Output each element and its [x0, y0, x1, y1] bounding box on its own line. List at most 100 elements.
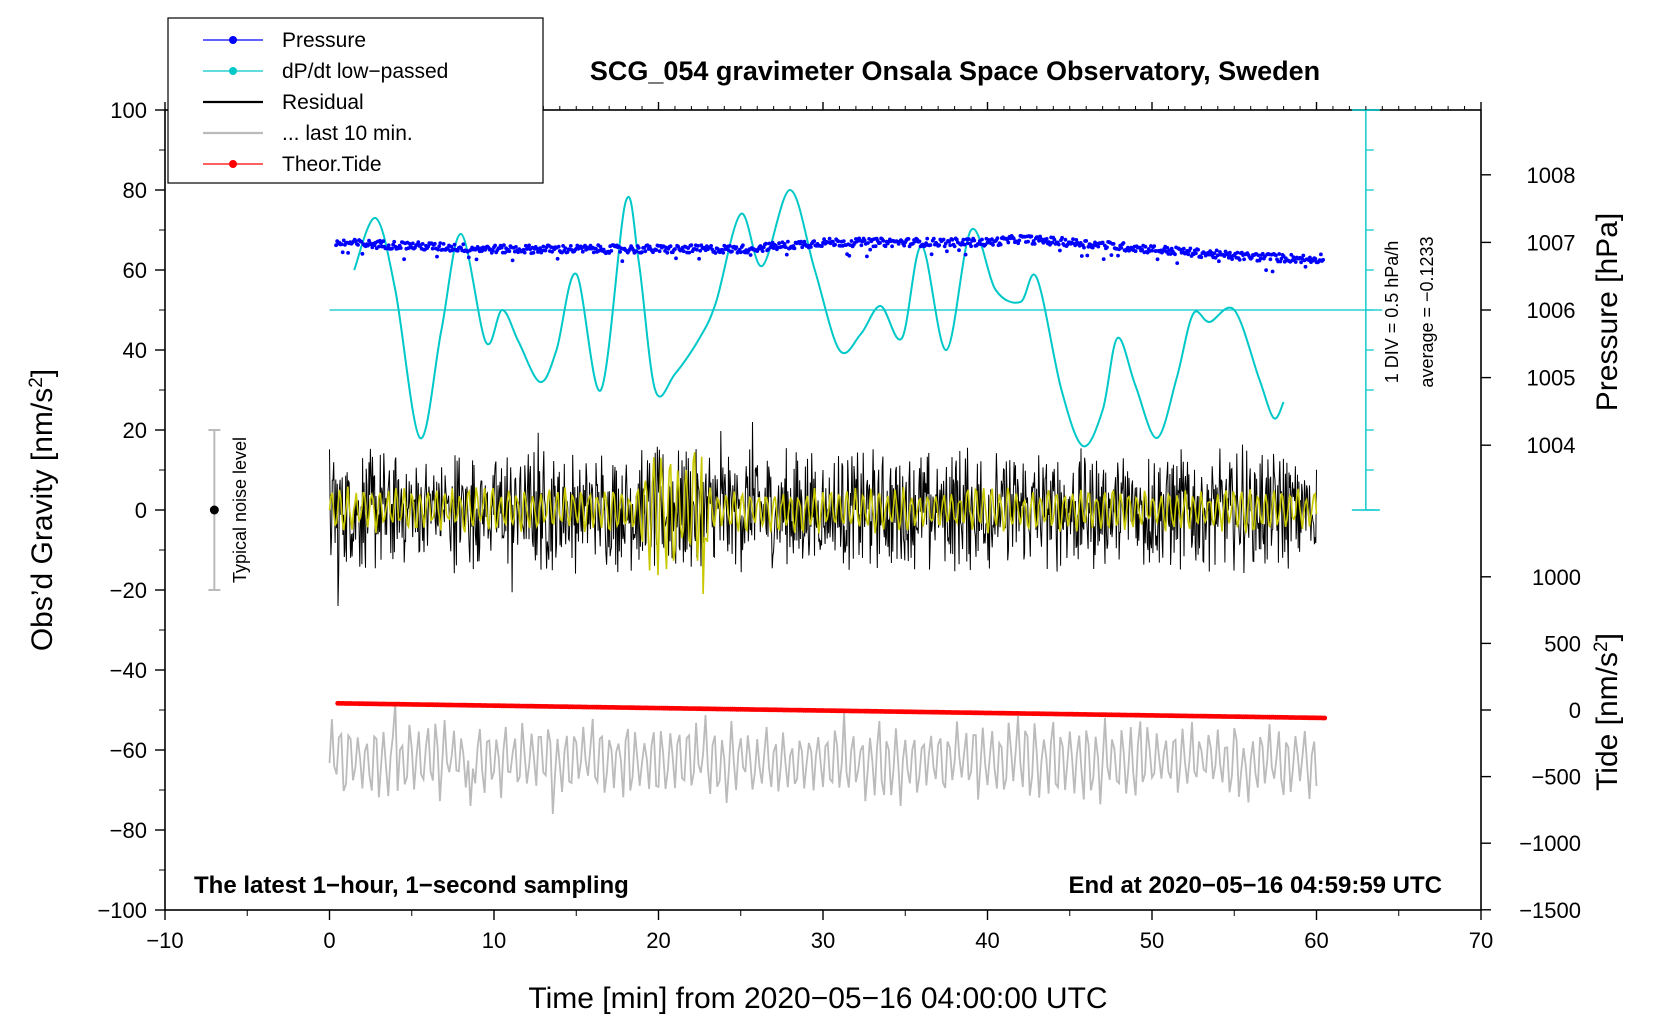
pressure-point [1301, 253, 1306, 258]
series-last10 [328, 701, 1318, 815]
pressure-point [689, 243, 694, 248]
pressure-point [620, 259, 625, 264]
pressure-point [697, 256, 701, 261]
pressure-point [398, 246, 403, 250]
pressure-point [917, 239, 922, 244]
pressure-point [1321, 257, 1325, 262]
pressure-point [436, 247, 440, 252]
pressure-point [609, 249, 614, 253]
x-tick-label: 10 [482, 928, 506, 953]
average-label: average = −0.1233 [1417, 236, 1437, 387]
legend-label-tide: Theor.Tide [282, 153, 382, 176]
pressure-point [1071, 237, 1075, 242]
pressure-point [865, 254, 869, 259]
pressure-point [1213, 255, 1218, 260]
pressure-point [420, 242, 425, 246]
pressure-point [522, 250, 527, 255]
pressure-point [782, 242, 787, 246]
x-tick-label: 70 [1469, 928, 1493, 953]
pressure-point [474, 257, 479, 262]
y-tick-label: −100 [97, 898, 147, 923]
chart-title: SCG_054 gravimeter Onsala Space Observat… [590, 56, 1320, 86]
y-axis-title-pressure: Pressure [hPa] [1591, 213, 1624, 411]
pressure-point [1100, 240, 1105, 245]
pressure-point [831, 239, 835, 244]
pressure-point [568, 244, 573, 248]
pressure-point [1277, 252, 1282, 256]
bottom-left-label: The latest 1−hour, 1−second sampling [194, 872, 629, 899]
pressure-point [1173, 252, 1177, 257]
pressure-point [674, 256, 678, 261]
pressure-point [709, 244, 713, 248]
pressure-point [727, 244, 732, 248]
pressure-point [580, 249, 585, 254]
series-pressure [334, 234, 1325, 274]
pressure-point [491, 248, 495, 253]
pressure-point [827, 236, 832, 241]
series-dpdt [353, 188, 1285, 448]
pressure-point [1228, 250, 1232, 255]
pressure-point [435, 254, 439, 259]
pressure-point [1237, 257, 1242, 262]
tide-tick-label: 1000 [1532, 565, 1581, 590]
pressure-point [686, 246, 690, 251]
pressure-point [665, 250, 670, 255]
pressure-point [1101, 257, 1106, 261]
pressure-point [1268, 257, 1273, 262]
y-tick-label: −20 [110, 578, 147, 603]
pressure-scale-label: 1 DIV = 0.5 hPa/h [1382, 241, 1402, 384]
pressure-point [943, 241, 948, 246]
pressure-point [767, 241, 772, 246]
legend-box [167, 17, 544, 184]
pressure-point [1235, 250, 1240, 255]
pressure-point [1319, 252, 1323, 257]
pressure-point [859, 243, 864, 248]
pressure-point [1256, 253, 1261, 258]
pressure-point [402, 257, 406, 262]
pressure-point [758, 244, 763, 248]
pressure-point [550, 249, 554, 254]
data-layer [208, 109, 1383, 815]
pressure-point [1085, 253, 1090, 258]
y-tick-label: −60 [110, 738, 147, 763]
pressure-point [1168, 252, 1173, 256]
pressure-point [1299, 260, 1303, 265]
pressure-point [1133, 249, 1138, 254]
pressure-point [836, 239, 841, 244]
x-tick-label: 50 [1140, 928, 1164, 953]
pressure-point [972, 238, 977, 243]
pressure-point [341, 238, 346, 243]
pressure-point [563, 246, 568, 251]
pressure-point [356, 243, 360, 247]
pressure-point [466, 255, 471, 260]
pressure-point [738, 250, 743, 255]
pressure-point [1079, 254, 1084, 258]
pressure-point [1212, 251, 1217, 256]
pressure-point [1032, 242, 1037, 246]
pressure-point [812, 239, 817, 244]
pressure-point [734, 245, 739, 250]
pressure-point [1119, 246, 1124, 250]
x-tick-label: 60 [1304, 928, 1328, 953]
pressure-point [881, 238, 886, 243]
pressure-point [947, 239, 951, 244]
pressure-point [906, 237, 911, 241]
x-tick-label: 30 [811, 928, 835, 953]
pressure-point [937, 243, 942, 248]
pressure-point [366, 243, 370, 248]
pressure-point [555, 256, 560, 261]
pressure-point [1121, 241, 1126, 245]
pressure-point [777, 241, 781, 246]
pressure-point [538, 246, 542, 251]
pressure-point [438, 241, 443, 246]
pressure-point [764, 241, 768, 246]
pressure-point [1058, 248, 1062, 253]
x-tick-label: 0 [323, 928, 335, 953]
pressure-point [957, 248, 961, 253]
bottom-right-label: End at 2020−05−16 04:59:59 UTC [1068, 872, 1442, 899]
pressure-point [1056, 242, 1061, 247]
pressure-point [883, 244, 888, 249]
pressure-point [514, 245, 518, 249]
pressure-point [929, 252, 934, 257]
pressure-point [867, 237, 871, 241]
